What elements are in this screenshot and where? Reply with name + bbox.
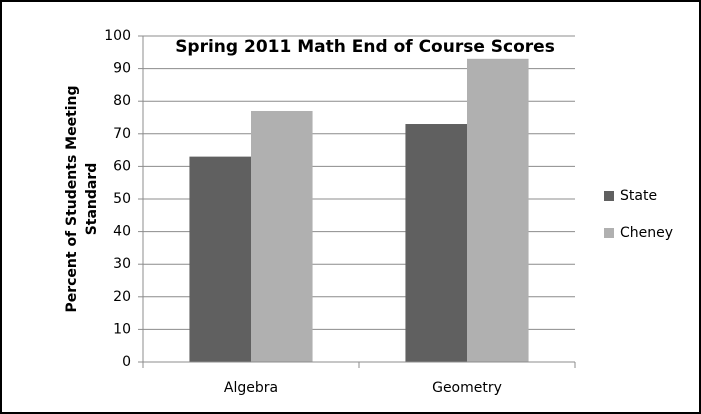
y-tick-label: 40	[113, 224, 131, 240]
legend-swatch	[604, 191, 614, 201]
legend-label: Cheney	[620, 225, 673, 241]
bar	[405, 124, 467, 363]
x-tick-label: Geometry	[432, 380, 502, 396]
y-tick-label: 50	[113, 191, 131, 207]
bar	[189, 156, 251, 362]
chart-title: Spring 2011 Math End of Course Scores	[175, 37, 555, 57]
bar	[251, 110, 313, 362]
legend-swatch	[604, 228, 614, 238]
y-tick-label: 70	[113, 126, 131, 142]
x-tick-label: Algebra	[224, 380, 278, 396]
y-tick-label: 60	[113, 158, 131, 174]
y-tick-label: 80	[113, 93, 131, 109]
legend-label: State	[620, 188, 657, 204]
y-axis-title: Percent of Students Meeting	[64, 85, 80, 312]
y-tick-label: 90	[113, 61, 131, 77]
y-tick-label: 0	[122, 354, 131, 370]
y-tick-label: 100	[104, 28, 131, 44]
bar	[467, 58, 529, 362]
y-tick-label: 20	[113, 289, 131, 305]
y-axis-title: Standard	[84, 163, 100, 236]
y-tick-label: 10	[113, 321, 131, 337]
y-tick-label: 30	[113, 256, 131, 272]
